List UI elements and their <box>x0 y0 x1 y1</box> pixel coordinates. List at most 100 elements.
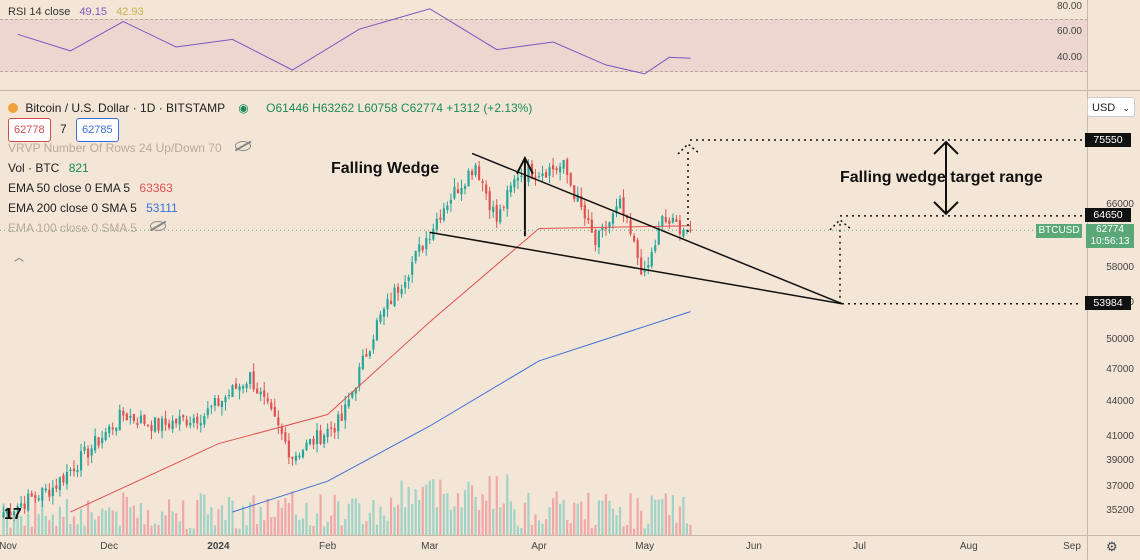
volume-bar <box>86 500 90 535</box>
volume-bar <box>485 500 488 535</box>
ema50-line <box>70 225 691 513</box>
candle-body <box>104 431 107 441</box>
candles <box>2 157 692 522</box>
sma200-row[interactable]: EMA 200 close 0 SMA 5 53111 <box>8 198 532 218</box>
sma200-label: EMA 200 close 0 SMA 5 <box>8 201 137 215</box>
candle-body <box>196 416 199 424</box>
volume-bar <box>411 503 414 535</box>
candle-body <box>611 213 615 224</box>
volume-bar <box>439 479 442 535</box>
vrvp-row[interactable]: VRVP Number Of Rows 24 Up/Down 70 <box>8 138 532 158</box>
candle-body <box>654 245 657 252</box>
pane-separator[interactable] <box>0 90 1140 91</box>
candle-body <box>252 371 255 390</box>
candle-body <box>168 423 171 428</box>
volume-bar <box>664 493 667 535</box>
candle-body <box>305 442 308 451</box>
volume-bar <box>358 503 361 535</box>
bar-countdown: 10:56:13 <box>1090 236 1130 247</box>
candle-body <box>48 489 51 497</box>
candle-body <box>601 226 604 230</box>
wedge-upper-trendline <box>471 152 843 305</box>
price-axis-border <box>1087 0 1088 560</box>
volume-bar <box>559 503 562 535</box>
chevron-down-icon: ⌄ <box>1122 103 1130 113</box>
candle-body <box>143 414 146 424</box>
volume-bar <box>499 507 502 535</box>
currency-select[interactable]: USD ⌄ <box>1087 97 1135 117</box>
volume-bar <box>238 528 241 535</box>
price-label-target-high: 75550 <box>1085 133 1131 147</box>
price-tick: 37000 <box>1106 480 1134 492</box>
target-arrow-down-head <box>933 201 959 216</box>
volume-bar <box>58 506 61 535</box>
volume-bar <box>534 514 537 535</box>
candle-body <box>210 406 213 408</box>
candle-body <box>220 400 224 408</box>
rsi-line-path <box>17 8 691 75</box>
volume-bar <box>34 494 37 535</box>
moving-averages <box>70 225 691 513</box>
candle-body <box>231 385 234 398</box>
candle-body <box>393 287 396 307</box>
volume-bar <box>55 525 58 535</box>
candle-body <box>541 173 544 177</box>
ask-price[interactable]: 62785 <box>75 118 119 142</box>
volume-bar <box>495 476 498 535</box>
candle-body <box>146 424 150 426</box>
candle-body <box>125 413 128 421</box>
candle-body <box>396 286 400 293</box>
volume-row[interactable]: Vol · BTC 821 <box>8 158 532 178</box>
candle-body <box>249 372 252 384</box>
hidden-eye-icon[interactable] <box>235 141 251 151</box>
hidden-eye-icon[interactable] <box>150 221 167 231</box>
candle-body <box>330 427 333 429</box>
collapse-legend-chevron-icon[interactable]: ︿ <box>14 253 24 264</box>
volume-bar <box>27 513 30 535</box>
volume-bar <box>446 493 449 535</box>
candle-body <box>640 257 643 275</box>
volume-bar <box>270 517 273 535</box>
volume-bar <box>312 526 315 535</box>
bid-price[interactable]: 62778 <box>8 118 51 142</box>
current-price: 62774 <box>1096 224 1124 235</box>
volume-bar <box>41 496 44 535</box>
candle-body <box>266 398 269 402</box>
candle-body <box>474 165 477 176</box>
candle-body <box>41 488 44 501</box>
volume-bar <box>298 519 301 535</box>
gear-icon[interactable]: ⚙ <box>1106 539 1118 554</box>
volume-bar <box>629 493 632 535</box>
volume-bar <box>337 501 340 535</box>
target-range-annotation[interactable]: Falling wedge target range <box>840 169 1043 186</box>
candle-body <box>326 428 329 438</box>
time-axis-border <box>0 535 1140 536</box>
volume-bar <box>354 498 357 535</box>
candle-body <box>234 383 238 389</box>
volume-bar <box>502 503 505 535</box>
candle-body <box>566 159 569 175</box>
volume-bar <box>492 508 495 535</box>
volume-bar <box>323 526 326 535</box>
volume-bar <box>153 523 157 535</box>
volume-bar <box>136 517 139 535</box>
volume-bar <box>108 507 111 535</box>
ema100-row[interactable]: EMA 100 close 0 SMA 5 <box>8 218 532 238</box>
volume-bar <box>368 512 371 535</box>
volume-bar <box>643 528 646 535</box>
candle-body <box>513 179 516 188</box>
volume-bar <box>48 520 51 535</box>
volume-bar <box>636 498 639 535</box>
candle-body <box>51 487 54 497</box>
candle-body <box>280 426 283 434</box>
rsi-band <box>0 19 1088 72</box>
symbol-row[interactable]: Bitcoin / U.S. Dollar · 1D · BITSTAMP ◉ … <box>8 98 532 118</box>
rsi-pane: RSI 14 close 49.15 42.93 80.00 60.00 40.… <box>0 0 1088 88</box>
volume-bar <box>340 525 343 535</box>
volume-bar <box>330 515 333 535</box>
rsi-tick-60: 60.00 <box>1056 26 1082 37</box>
ema50-row[interactable]: EMA 50 close 0 EMA 5 63363 <box>8 178 532 198</box>
falling-wedge-annotation[interactable]: Falling Wedge <box>331 160 440 177</box>
candle-body <box>287 440 290 458</box>
